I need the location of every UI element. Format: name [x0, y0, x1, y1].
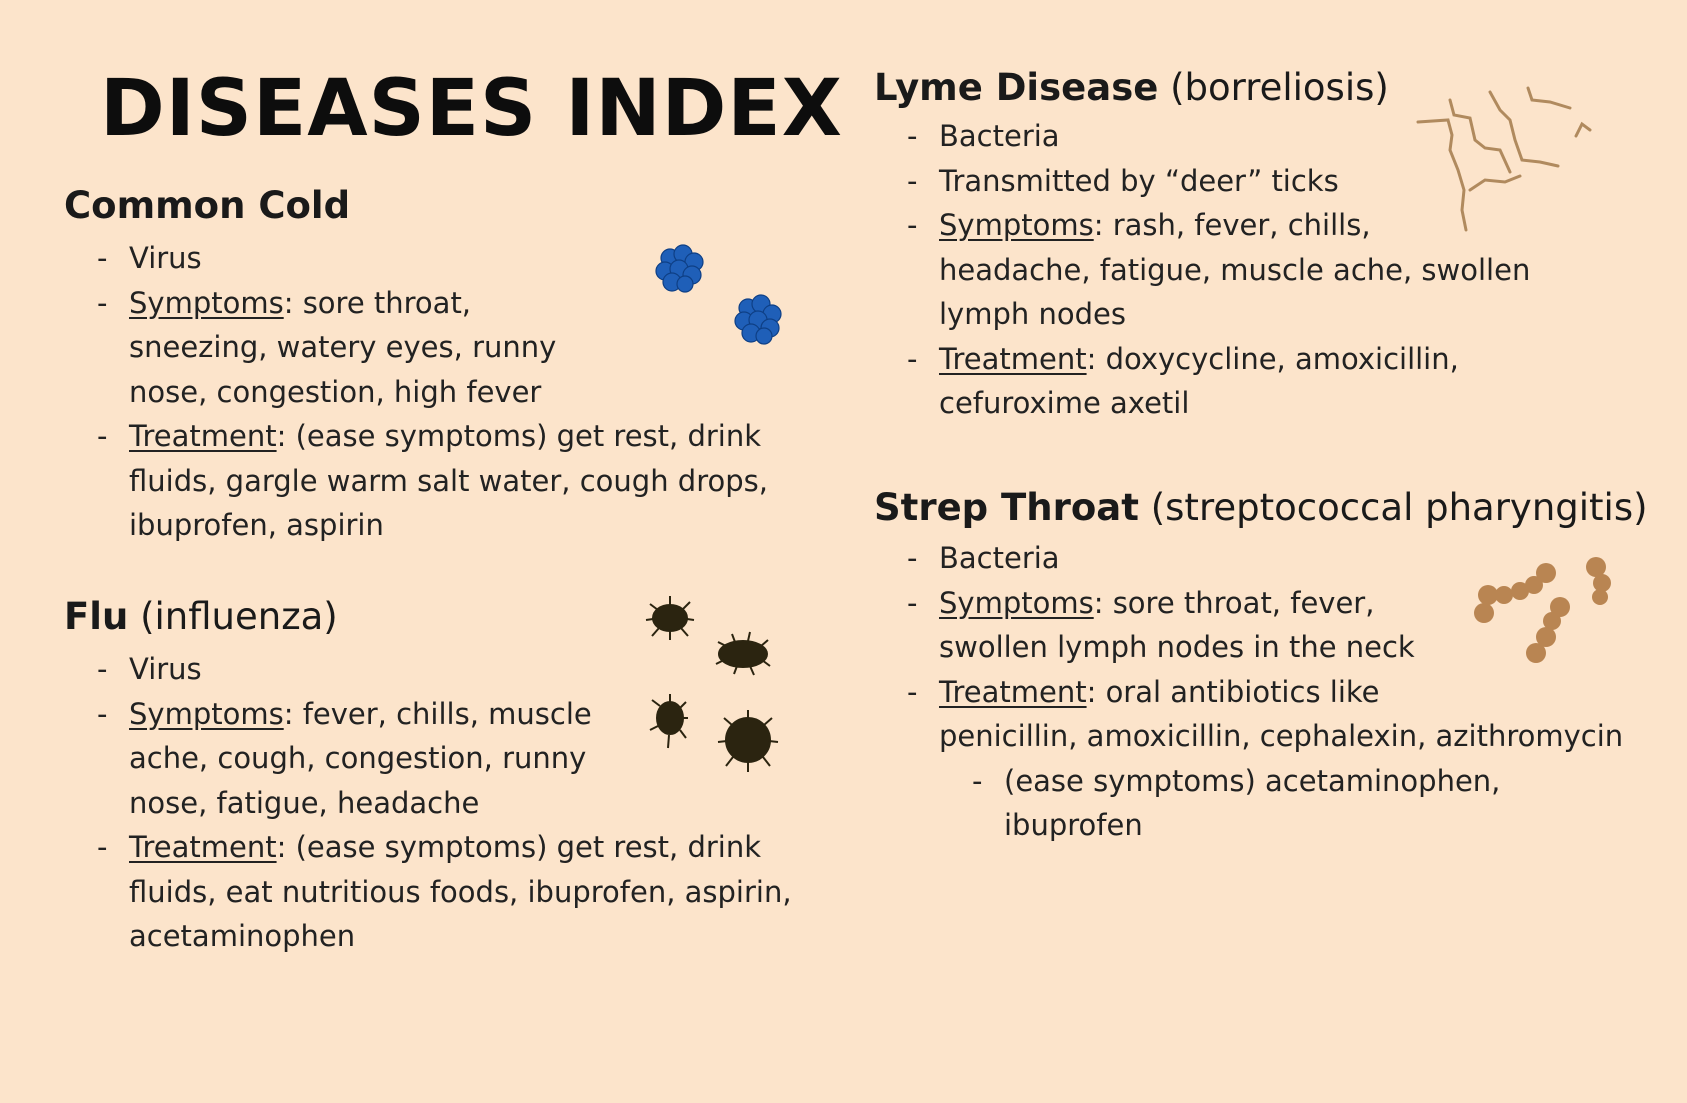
- influenza-virus-icon: [645, 596, 779, 772]
- disease-name: Common Cold: [64, 184, 351, 227]
- section-lyme-disease: Lyme Disease (borreliosis) Bacteria Tran…: [874, 66, 1594, 426]
- symptoms-text: : sore throat,: [283, 285, 472, 320]
- detail-list: Bacteria Symptoms: sore throat, fever, sw…: [874, 536, 1664, 848]
- disease-alt-name: (borreliosis): [1170, 66, 1389, 109]
- symptoms-text-2: headache, fatigue, muscle ache, swollen: [939, 252, 1531, 287]
- symptoms-text-2: sneezing, watery eyes, runny: [129, 330, 557, 364]
- sub-treatment-text-2: ibuprofen: [1004, 808, 1143, 842]
- treatment-label: Treatment: [939, 341, 1087, 376]
- treatment-text-2: fluids, eat nutritious foods, ibuprofen,…: [129, 874, 792, 909]
- spirochete-bacteria-icon: [1416, 86, 1592, 232]
- symptoms-text: : fever, chills, muscle: [283, 696, 592, 731]
- disease-alt-name: (streptococcal pharyngitis): [1150, 486, 1648, 529]
- treatment-label: Treatment: [129, 830, 277, 864]
- symptoms-text-3: nose, congestion, high fever: [129, 374, 542, 409]
- section-heading: Lyme Disease (borreliosis): [874, 66, 1594, 110]
- sub-treatment-text: (ease symptoms) acetaminophen,: [1004, 763, 1501, 798]
- treatment-text-2: penicillin, amoxicillin, cephalexin, azi…: [939, 719, 1624, 753]
- symptoms-label: Symptoms: [129, 696, 284, 731]
- section-common-cold: Common Cold Virus Symptoms: sore throat,…: [64, 184, 804, 548]
- symptoms-item: Symptoms: fever, chills, muscle ache, cou…: [64, 692, 824, 826]
- symptoms-label: Symptoms: [939, 585, 1094, 620]
- streptococcus-bacteria-icon: [1474, 557, 1611, 663]
- symptoms-item: Symptoms: sore throat, fever, swollen lym…: [874, 581, 1664, 670]
- treatment-text-3: acetaminophen: [129, 919, 356, 953]
- treatment-text: : doxycycline, amoxicillin,: [1086, 341, 1459, 376]
- disease-alt-name: (influenza): [140, 595, 338, 638]
- sub-treatment-item: (ease symptoms) acetaminophen, ibuprofen: [874, 759, 1664, 848]
- pathogen-type: Virus: [64, 647, 824, 692]
- treatment-text-3: ibuprofen, aspirin: [129, 508, 384, 542]
- blue-virus-cluster-icon: [655, 244, 782, 345]
- section-heading: Strep Throat (streptococcal pharyngitis): [874, 486, 1664, 530]
- treatment-text: : (ease symptoms) get rest, drink: [276, 830, 762, 864]
- symptoms-text-2: ache, cough, congestion, runny: [129, 741, 587, 775]
- section-heading: Common Cold: [64, 184, 804, 228]
- pathogen-type: Bacteria: [874, 536, 1664, 581]
- symptoms-label: Symptoms: [939, 208, 1094, 242]
- symptoms-label: Symptoms: [129, 285, 284, 320]
- treatment-text-2: cefuroxime axetil: [939, 386, 1190, 420]
- treatment-item: Treatment: (ease symptoms) get rest, dri…: [64, 414, 804, 548]
- disease-name: Strep Throat: [874, 486, 1139, 529]
- section-strep-throat: Strep Throat (streptococcal pharyngitis)…: [874, 486, 1664, 848]
- pathogen-type: Bacteria: [874, 114, 1594, 159]
- detail-list: Virus Symptoms: fever, chills, muscle ach…: [64, 647, 824, 959]
- disease-name: Lyme Disease: [874, 66, 1159, 109]
- symptoms-item: Symptoms: rash, fever, chills, headache, …: [874, 203, 1594, 337]
- treatment-label: Treatment: [939, 674, 1087, 709]
- treatment-item: Treatment: doxycycline, amoxicillin, cefu…: [874, 337, 1594, 426]
- symptoms-item: Symptoms: sore throat, sneezing, watery e…: [64, 281, 804, 415]
- symptoms-text: : sore throat, fever,: [1093, 585, 1375, 620]
- treatment-label: Treatment: [129, 419, 277, 453]
- detail-list: Virus Symptoms: sore throat, sneezing, wa…: [64, 236, 804, 548]
- detail-list: Bacteria Transmitted by “deer” ticks Sym…: [874, 114, 1594, 426]
- treatment-item: Treatment: oral antibiotics like penicill…: [874, 670, 1664, 759]
- treatment-text-2: fluids, gargle warm salt water, cough dr…: [129, 463, 768, 498]
- page-title: DISEASES INDEX: [100, 64, 843, 154]
- symptoms-text-3: nose, fatigue, headache: [129, 785, 480, 820]
- section-flu: Flu (influenza) Virus Symptoms: fever, c…: [64, 595, 824, 959]
- treatment-item: Treatment: (ease symptoms) get rest, dri…: [64, 825, 824, 959]
- pathogen-type: Virus: [64, 236, 804, 281]
- symptoms-text: : rash, fever, chills,: [1093, 208, 1371, 242]
- transmission-item: Transmitted by “deer” ticks: [874, 159, 1594, 204]
- treatment-text: : oral antibiotics like: [1086, 674, 1380, 709]
- symptoms-text-2: swollen lymph nodes in the neck: [939, 630, 1415, 664]
- disease-name: Flu: [64, 595, 129, 638]
- treatment-text: : (ease symptoms) get rest, drink: [276, 419, 762, 453]
- section-heading: Flu (influenza): [64, 595, 824, 639]
- symptoms-text-3: lymph nodes: [939, 297, 1126, 331]
